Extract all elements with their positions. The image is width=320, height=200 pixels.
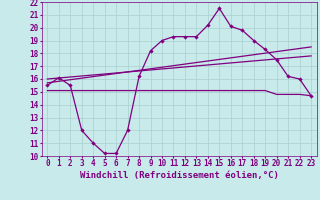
X-axis label: Windchill (Refroidissement éolien,°C): Windchill (Refroidissement éolien,°C) — [80, 171, 279, 180]
